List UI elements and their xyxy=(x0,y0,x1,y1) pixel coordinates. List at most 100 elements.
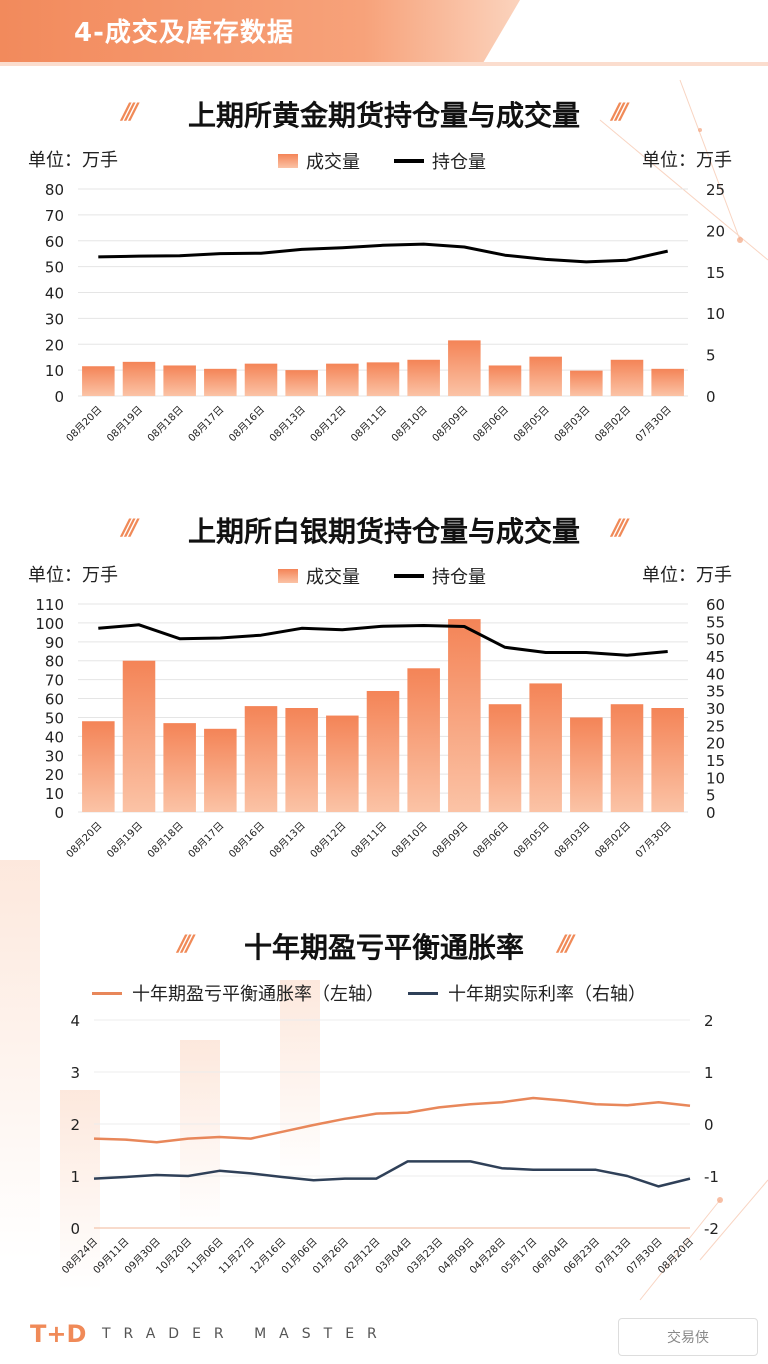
x-tick-label: 08月05日 xyxy=(511,404,552,445)
y-left-tick-label: 2 xyxy=(70,1116,80,1134)
chart1-unit-right: 单位：万手 xyxy=(642,150,732,171)
bar xyxy=(407,359,440,396)
y-right-tick-label: 0 xyxy=(704,1116,714,1134)
bar xyxy=(163,723,196,812)
bar xyxy=(570,370,603,396)
x-tick-label: 08月12日 xyxy=(308,404,349,445)
legend-navy-swatch xyxy=(408,991,438,995)
y-right-tick-label: 1 xyxy=(704,1064,714,1082)
bar xyxy=(529,356,562,396)
y-left-tick-label: 110 xyxy=(35,596,64,614)
bar xyxy=(163,365,196,396)
y-right-tick-label: 15 xyxy=(706,752,725,770)
chart3-svg: 01234-2-101208月24日09月11日09月30日10月20日11月0… xyxy=(59,1012,719,1276)
y-left-tick-label: 10 xyxy=(45,362,64,380)
chart2-unit-right: 单位：万手 xyxy=(642,565,732,586)
brand-logo: T+D xyxy=(30,1320,87,1348)
chart1-legend-bar-label: 成交量 xyxy=(306,152,360,173)
y-right-tick-label: 30 xyxy=(706,700,725,718)
y-right-tick-label: 60 xyxy=(706,596,725,614)
chart3-legend-a: 十年期盈亏平衡通胀率（左轴） xyxy=(132,984,384,1005)
y-right-tick-label: 5 xyxy=(706,347,716,365)
bar xyxy=(204,368,237,396)
y-right-tick-label: 25 xyxy=(706,717,725,735)
legend-orange-swatch xyxy=(92,991,122,995)
y-left-tick-label: 20 xyxy=(45,766,64,784)
y-left-tick-label: 30 xyxy=(45,310,64,328)
y-left-tick-label: 50 xyxy=(45,259,64,277)
bar xyxy=(122,361,156,396)
bar xyxy=(82,366,115,396)
y-right-tick-label: 2 xyxy=(704,1012,714,1030)
x-tick-label: 08月06日 xyxy=(470,820,511,861)
x-tick-label: 08月19日 xyxy=(104,404,145,445)
y-left-tick-label: 50 xyxy=(45,709,64,727)
x-tick-label: 08月13日 xyxy=(267,820,308,861)
chart1-legend: 成交量 持仓量 xyxy=(278,148,486,174)
y-left-tick-label: 60 xyxy=(45,233,64,251)
y-right-tick-label: 0 xyxy=(706,804,716,822)
y-right-tick-label: 55 xyxy=(706,613,725,631)
bar xyxy=(326,715,359,812)
legend-bar-swatch xyxy=(278,569,298,583)
x-tick-label: 08月19日 xyxy=(104,820,145,861)
y-left-tick-label: 0 xyxy=(54,804,64,822)
chart1-unit-left: 单位：万手 xyxy=(28,150,118,171)
legend-line-swatch xyxy=(394,159,424,163)
chart3-legend-b: 十年期实际利率（右轴） xyxy=(448,984,646,1005)
bar xyxy=(529,683,562,812)
bar xyxy=(488,365,522,396)
legend-line-swatch xyxy=(394,574,424,578)
x-tick-label: 08月03日 xyxy=(552,820,593,861)
y-left-tick-label: 40 xyxy=(45,728,64,746)
y-left-tick-label: 40 xyxy=(45,285,64,303)
y-left-tick-label: 90 xyxy=(45,634,64,652)
x-tick-label: 08月10日 xyxy=(389,820,430,861)
x-tick-label: 08月12日 xyxy=(308,820,349,861)
bar xyxy=(570,717,603,812)
y-left-tick-label: 80 xyxy=(45,181,64,199)
x-tick-label: 08月20日 xyxy=(64,820,105,861)
y-left-tick-label: 1 xyxy=(70,1168,80,1186)
x-tick-label: 08月18日 xyxy=(145,404,186,445)
x-tick-label: 08月11日 xyxy=(348,404,389,445)
y-left-tick-label: 0 xyxy=(54,388,64,406)
x-tick-label: 07月30日 xyxy=(633,404,674,445)
y-left-tick-label: 80 xyxy=(45,653,64,671)
y-right-tick-label: 5 xyxy=(706,787,716,805)
x-tick-label: 07月30日 xyxy=(633,820,674,861)
chart2-legend-line-label: 持仓量 xyxy=(432,567,486,588)
x-tick-label: 08月10日 xyxy=(389,404,430,445)
x-tick-label: 08月05日 xyxy=(511,820,552,861)
y-right-tick-label: 0 xyxy=(706,388,716,406)
y-right-tick-label: -1 xyxy=(704,1168,719,1186)
y-left-tick-label: 30 xyxy=(45,747,64,765)
legend-bar-swatch xyxy=(278,154,298,168)
x-tick-label: 08月02日 xyxy=(592,820,633,861)
x-tick-label: 08月17日 xyxy=(186,404,227,445)
bar xyxy=(82,721,115,812)
chart1-title: 上期所黄金期货持仓量与成交量 xyxy=(187,99,580,132)
y-left-tick-label: 0 xyxy=(70,1220,80,1238)
x-tick-label: 08月11日 xyxy=(348,820,389,861)
bar xyxy=(407,668,440,812)
bar xyxy=(610,704,644,812)
bar xyxy=(448,340,481,396)
x-tick-label: 08月13日 xyxy=(267,404,308,445)
y-left-tick-label: 60 xyxy=(45,691,64,709)
x-tick-label: 08月03日 xyxy=(552,404,593,445)
y-right-tick-label: 10 xyxy=(706,305,725,323)
bar xyxy=(285,708,318,812)
bar xyxy=(285,370,318,396)
bar xyxy=(448,619,481,812)
x-tick-label: 08月02日 xyxy=(592,404,633,445)
section-header-band xyxy=(0,0,520,62)
series-line xyxy=(93,1160,691,1188)
bar xyxy=(204,728,237,812)
x-tick-label: 08月09日 xyxy=(430,820,471,861)
y-left-tick-label: 70 xyxy=(45,672,64,690)
x-tick-label: 08月17日 xyxy=(186,820,227,861)
y-left-tick-label: 20 xyxy=(45,336,64,354)
bar xyxy=(244,706,278,812)
